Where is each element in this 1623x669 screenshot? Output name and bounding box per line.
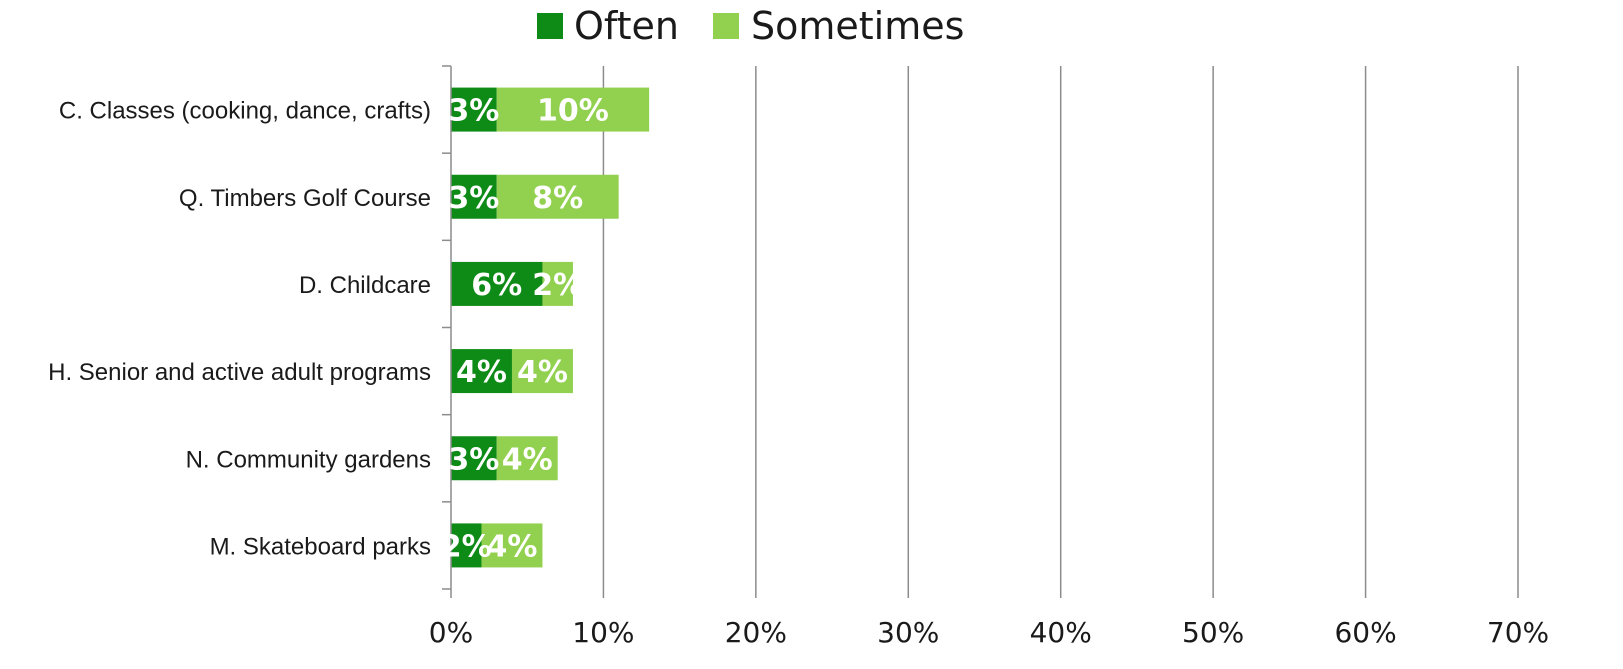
- x-tick-label-60: 60%: [1334, 616, 1396, 649]
- data-label-often-d-childcare: 6%: [471, 268, 522, 303]
- bar-sometimes-m-skateboard-parks: [481, 523, 543, 568]
- data-label-often-m-skateboard-parks: 2%: [441, 529, 492, 564]
- bar-sometimes-c-classes-cooking-dance-crafts: [496, 87, 650, 132]
- category-label-h-senior-and-active-adult-programs: H. Senior and active adult programs: [48, 359, 431, 386]
- legend-label-sometimes: Sometimes: [751, 4, 964, 48]
- legend-label-often: Often: [574, 4, 679, 48]
- x-tick-label-40: 40%: [1030, 616, 1092, 649]
- data-label-sometimes-d-childcare: 2%: [532, 268, 583, 303]
- legend-swatch-often: [537, 13, 563, 39]
- data-label-often-q-timbers-golf-course: 3%: [448, 181, 499, 216]
- bar-often-c-classes-cooking-dance-crafts: [451, 87, 497, 132]
- x-tick-labels: 0% 10% 20% 30% 40% 50% 60% 70%: [429, 616, 1549, 649]
- x-tick-label-10: 10%: [572, 616, 634, 649]
- category-label-c-classes-cooking-dance-crafts: C. Classes (cooking, dance, crafts): [59, 98, 431, 125]
- bar-often-n-community-gardens: [451, 436, 497, 481]
- legend-swatch-sometimes: [713, 13, 739, 39]
- axes: [442, 65, 1519, 598]
- category-label-q-timbers-golf-course: Q. Timbers Golf Course: [179, 185, 431, 212]
- bar-often-m-skateboard-parks: [451, 523, 482, 568]
- data-label-sometimes-n-community-gardens: 4%: [502, 442, 553, 477]
- data-label-sometimes-q-timbers-golf-course: 8%: [532, 181, 583, 216]
- data-label-often-h-senior-and-active-adult-programs: 4%: [456, 355, 507, 390]
- gridlines: [602, 66, 1519, 589]
- x-tick-label-70: 70%: [1487, 616, 1549, 649]
- legend: Often Sometimes: [537, 4, 964, 48]
- data-label-sometimes-m-skateboard-parks: 4%: [487, 529, 538, 564]
- x-tick-label-20: 20%: [725, 616, 787, 649]
- x-tick-label-30: 30%: [877, 616, 939, 649]
- bar-often-q-timbers-golf-course: [451, 174, 497, 219]
- data-label-sometimes-h-senior-and-active-adult-programs: 4%: [517, 355, 568, 390]
- bar-often-d-childcare: [451, 261, 543, 306]
- x-tick-label-50: 50%: [1182, 616, 1244, 649]
- category-labels: C. Classes (cooking, dance, crafts) Q. Ti…: [48, 98, 431, 561]
- bar-sometimes-d-childcare: [542, 261, 573, 306]
- bar-sometimes-h-senior-and-active-adult-programs: [511, 349, 573, 394]
- category-label-m-skateboard-parks: M. Skateboard parks: [210, 533, 431, 560]
- bar-often-h-senior-and-active-adult-programs: [451, 349, 512, 394]
- data-label-often-n-community-gardens: 3%: [448, 442, 499, 477]
- bar-sometimes-q-timbers-golf-course: [496, 174, 619, 219]
- data-label-often-c-classes-cooking-dance-crafts: 3%: [448, 94, 499, 129]
- category-label-d-childcare: D. Childcare: [299, 272, 431, 299]
- bars: [451, 87, 650, 568]
- data-labels: 3% 10%3% 8%6% 2%4% 4%3% 4%2%4%: [441, 94, 609, 565]
- category-label-n-community-gardens: N. Community gardens: [186, 446, 431, 473]
- bar-sometimes-n-community-gardens: [496, 436, 558, 481]
- x-tick-label-0: 0%: [429, 616, 473, 649]
- data-label-sometimes-c-classes-cooking-dance-crafts: 10%: [537, 94, 609, 129]
